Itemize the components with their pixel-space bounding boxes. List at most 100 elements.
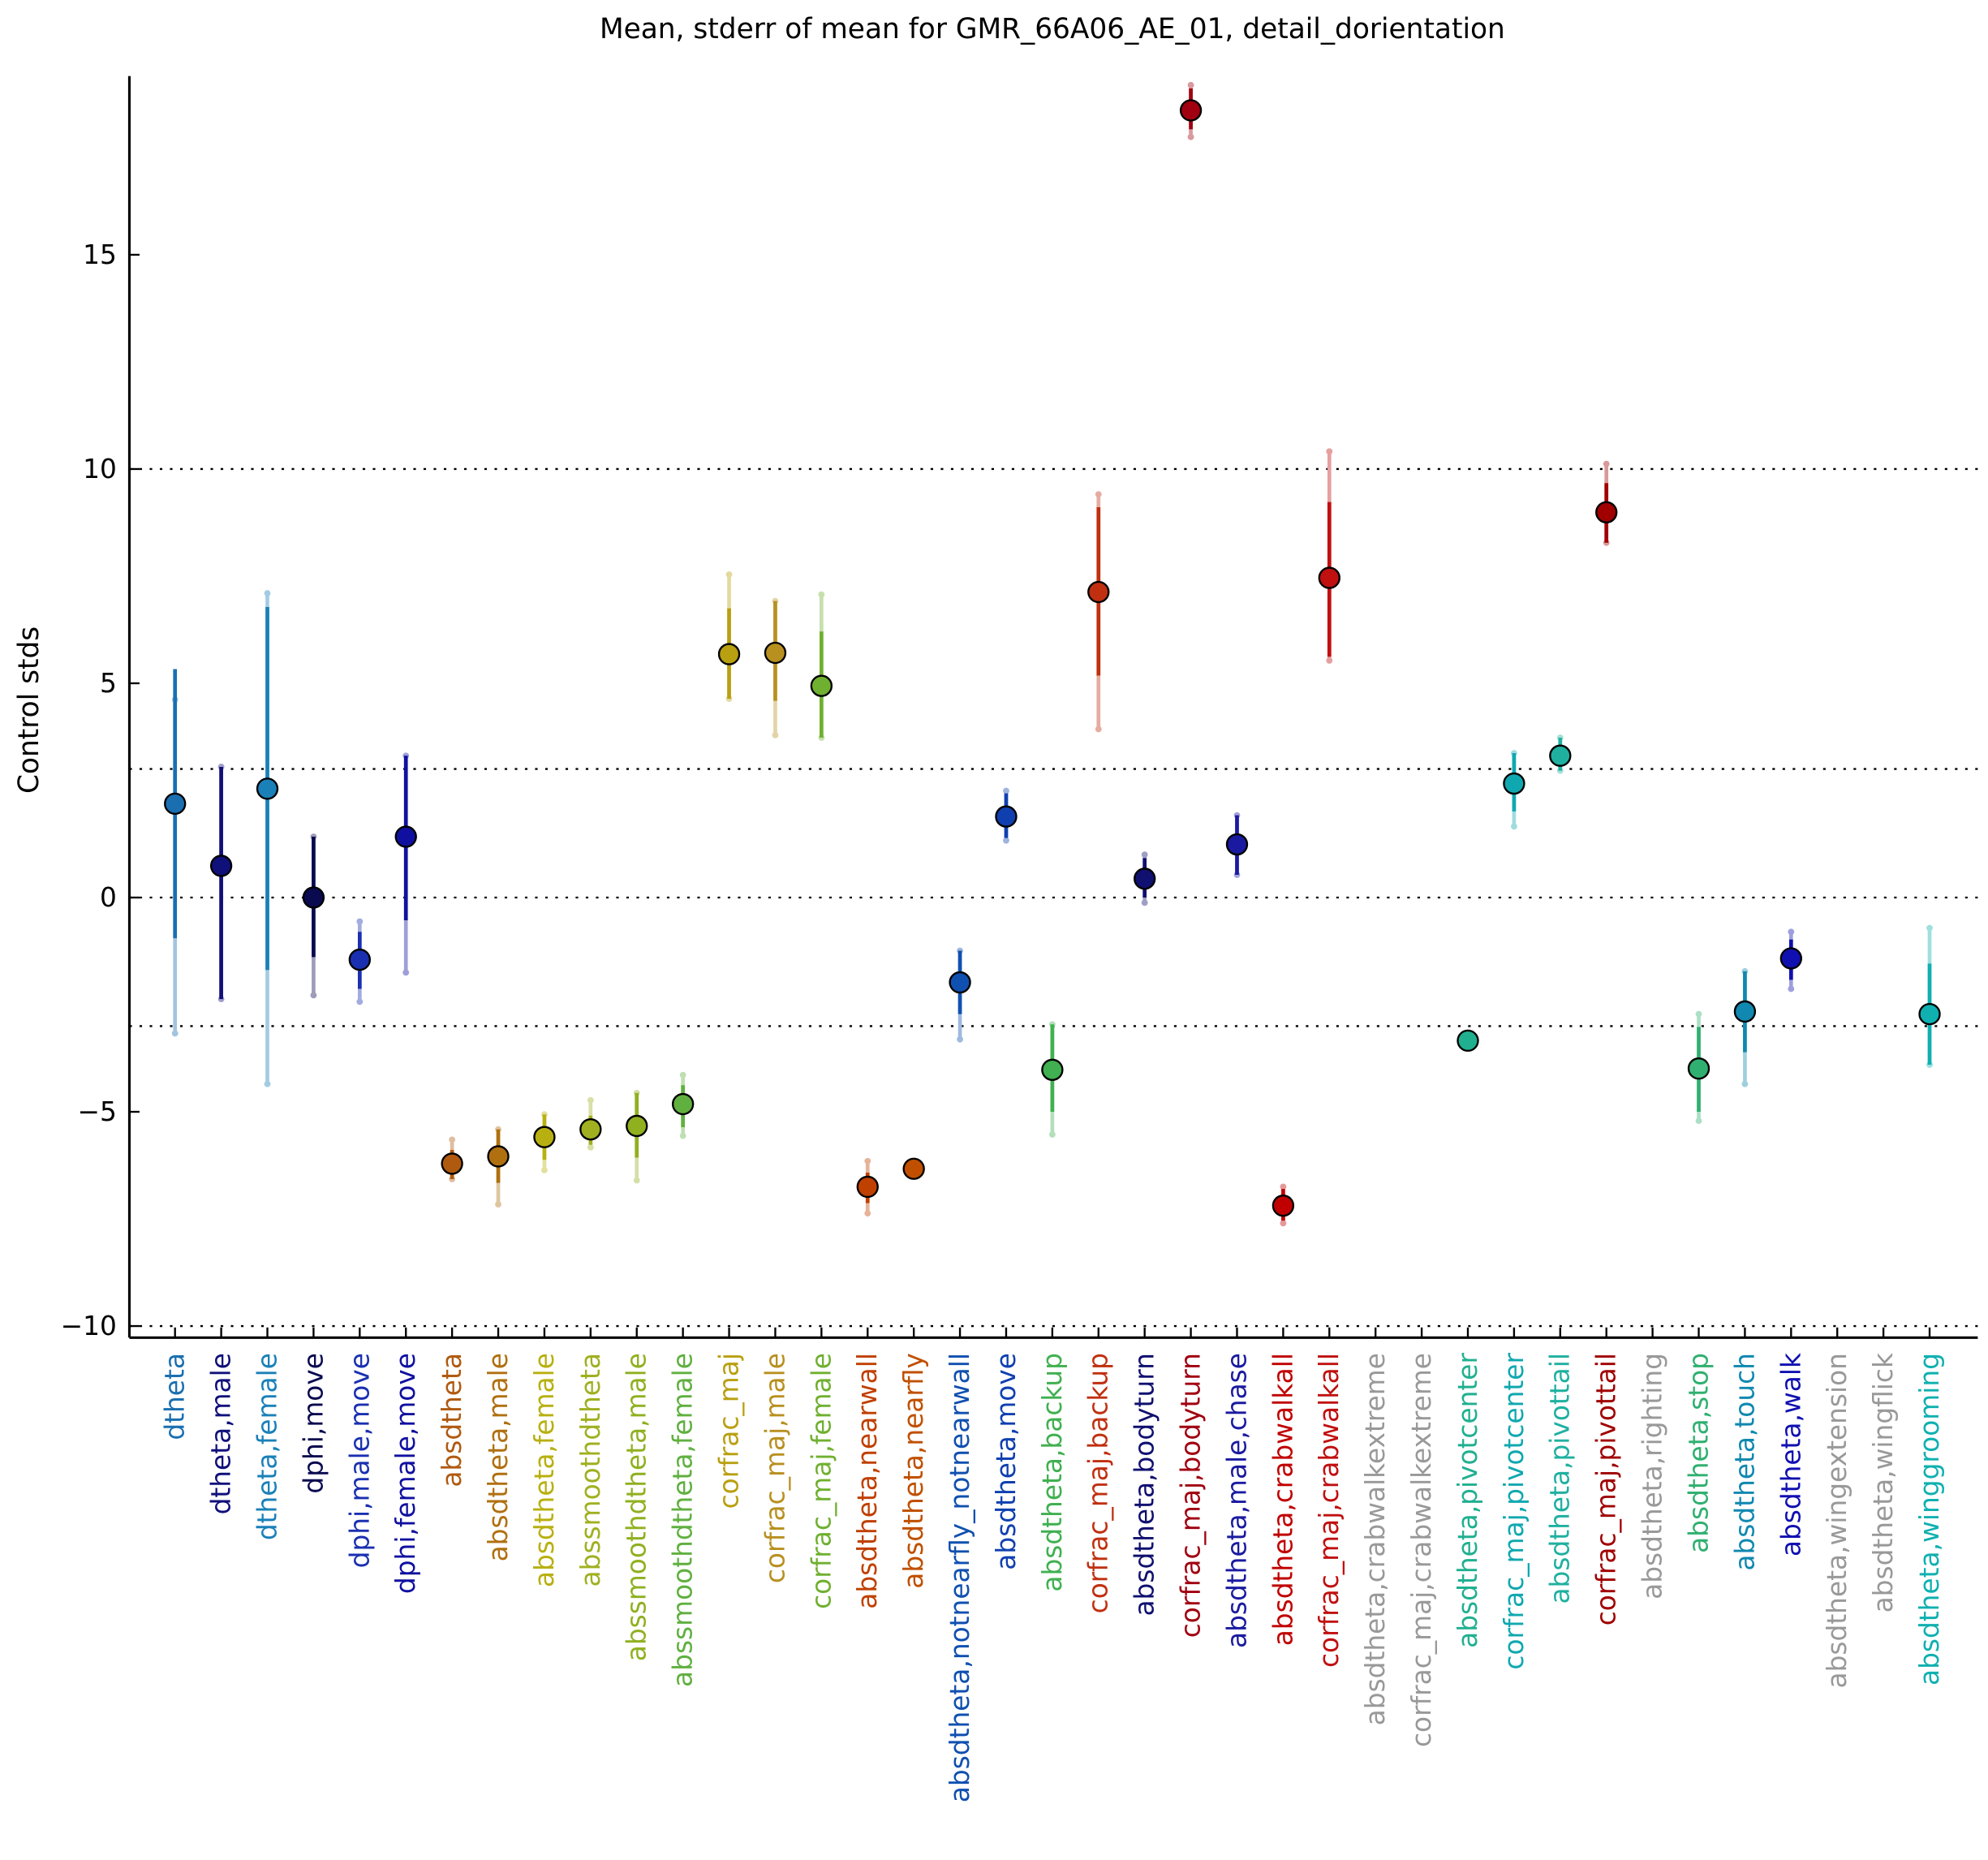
mean-marker bbox=[256, 777, 279, 800]
spread-end bbox=[1788, 985, 1795, 992]
x-tick-label: dtheta,female bbox=[252, 1353, 282, 1540]
mean-marker bbox=[348, 948, 371, 971]
y-tick-label: 15 bbox=[83, 239, 117, 270]
spread-end bbox=[957, 1035, 963, 1043]
spread-end bbox=[356, 918, 364, 925]
mean-marker bbox=[949, 971, 971, 994]
spread-end bbox=[1280, 1220, 1287, 1227]
mean-marker bbox=[1179, 99, 1203, 122]
mean-marker bbox=[856, 1175, 879, 1199]
mean-marker bbox=[1087, 580, 1110, 604]
mean-marker bbox=[671, 1092, 695, 1116]
spread-end bbox=[818, 591, 825, 598]
mean-marker bbox=[1225, 833, 1249, 856]
spread-end bbox=[1003, 787, 1009, 794]
spread-end bbox=[264, 1080, 271, 1087]
mean-marker bbox=[1595, 501, 1618, 523]
mean-marker bbox=[1272, 1194, 1295, 1217]
mean-marker bbox=[1687, 1057, 1710, 1080]
spread-end bbox=[1141, 899, 1148, 906]
y-tick-label: 5 bbox=[100, 668, 117, 699]
mean-marker bbox=[1457, 1029, 1479, 1053]
x-tick-label: absdtheta,righting bbox=[1637, 1353, 1668, 1600]
mean-marker bbox=[302, 886, 325, 909]
x-tick-label: dphi,move bbox=[298, 1353, 329, 1494]
x-tick-label: dtheta bbox=[160, 1353, 191, 1440]
spread-end bbox=[1326, 657, 1333, 664]
x-tick-label: abssmoothdtheta,male bbox=[622, 1353, 652, 1661]
x-tick-label: dphi,female,move bbox=[390, 1353, 421, 1594]
spread-end bbox=[864, 1210, 871, 1217]
x-tick-label: abssmoothdtheta bbox=[575, 1353, 606, 1587]
x-tick-label: corfrac_maj,backup bbox=[1083, 1353, 1114, 1613]
spread-end bbox=[587, 1143, 594, 1151]
x-tick-label: absdtheta,bodyturn bbox=[1130, 1353, 1160, 1616]
spread-end bbox=[1326, 448, 1333, 455]
spread-end bbox=[587, 1096, 594, 1104]
spread-end bbox=[1003, 837, 1009, 844]
y-tick-label: 0 bbox=[100, 882, 117, 913]
x-tick-label: corfrac_maj,crabwalkall bbox=[1314, 1353, 1345, 1668]
x-tick-label: absdtheta,crabwalkall bbox=[1267, 1353, 1298, 1646]
x-tick-label: absdtheta,winggrooming bbox=[1914, 1353, 1945, 1686]
spread-end bbox=[1741, 1080, 1749, 1087]
chart-title: Mean, stderr of mean for GMR_66A06_AE_01… bbox=[600, 13, 1505, 45]
mean-marker bbox=[626, 1114, 648, 1138]
y-tick-label: −10 bbox=[61, 1311, 117, 1341]
mean-marker bbox=[1041, 1058, 1064, 1081]
spread-end bbox=[1788, 928, 1795, 936]
x-tick-label: absdtheta,notnearfly_notnearwall bbox=[945, 1353, 975, 1802]
spread-end bbox=[1695, 1010, 1702, 1018]
spread-end bbox=[1926, 924, 1933, 932]
x-tick-label: absdtheta,wingextension bbox=[1822, 1353, 1852, 1688]
mean-marker bbox=[441, 1152, 463, 1175]
spread-end bbox=[772, 731, 779, 738]
mean-marker bbox=[533, 1126, 556, 1148]
spread-end bbox=[264, 590, 271, 596]
spread-end bbox=[1280, 1183, 1287, 1190]
x-tick-label: abssmoothdtheta,female bbox=[668, 1353, 699, 1687]
mean-marker bbox=[209, 855, 233, 877]
spread-end bbox=[356, 998, 364, 1005]
x-tick-label: absdtheta,stop bbox=[1683, 1353, 1714, 1553]
spread-end bbox=[679, 1071, 686, 1079]
x-tick-label: absdtheta,pivotcenter bbox=[1452, 1353, 1483, 1648]
mean-marker bbox=[810, 674, 833, 697]
x-tick-label: absdtheta,touch bbox=[1729, 1353, 1760, 1571]
mean-marker bbox=[487, 1145, 510, 1168]
mean-marker bbox=[394, 825, 417, 848]
spread-end bbox=[541, 1166, 548, 1173]
spread-end bbox=[402, 969, 410, 976]
x-tick-label: absdtheta,nearfly bbox=[898, 1353, 929, 1589]
y-tick-label: −5 bbox=[77, 1096, 116, 1127]
spread-end bbox=[1048, 1131, 1056, 1138]
y-axis-label: Control stds bbox=[13, 626, 45, 794]
x-tick-label: corfrac_maj,crabwalkextreme bbox=[1406, 1353, 1437, 1747]
mean-marker bbox=[1318, 566, 1340, 589]
spread-end bbox=[1187, 81, 1194, 88]
spread-end bbox=[633, 1177, 640, 1184]
mean-marker bbox=[717, 643, 741, 665]
spread-end bbox=[679, 1132, 686, 1139]
y-tick-label: 10 bbox=[83, 454, 117, 484]
mean-marker bbox=[1918, 1002, 1941, 1026]
x-tick-label: corfrac_maj,female bbox=[806, 1353, 837, 1609]
mean-marker bbox=[1503, 772, 1525, 795]
x-tick-label: absdtheta bbox=[437, 1353, 467, 1488]
spread-end bbox=[1095, 725, 1102, 733]
x-tick-label: corfrac_maj,male bbox=[759, 1353, 790, 1583]
mean-marker bbox=[1549, 744, 1572, 767]
x-tick-label: corfrac_maj,pivottail bbox=[1591, 1353, 1622, 1625]
mean-marker bbox=[1134, 868, 1156, 890]
x-tick-label: corfrac_maj,pivotcenter bbox=[1499, 1353, 1530, 1670]
x-tick-label: absdtheta,male,chase bbox=[1221, 1353, 1252, 1648]
spread-end bbox=[449, 1136, 456, 1143]
spread-end bbox=[171, 1030, 179, 1037]
spread-end bbox=[1141, 851, 1148, 859]
spread-end bbox=[1695, 1117, 1702, 1125]
mean-marker bbox=[902, 1157, 925, 1180]
x-tick-label: absdtheta,walk bbox=[1775, 1353, 1806, 1556]
mean-marker bbox=[764, 641, 787, 665]
x-tick-label: corfrac_maj bbox=[713, 1353, 744, 1509]
x-tick-label: absdtheta,male bbox=[483, 1353, 514, 1561]
